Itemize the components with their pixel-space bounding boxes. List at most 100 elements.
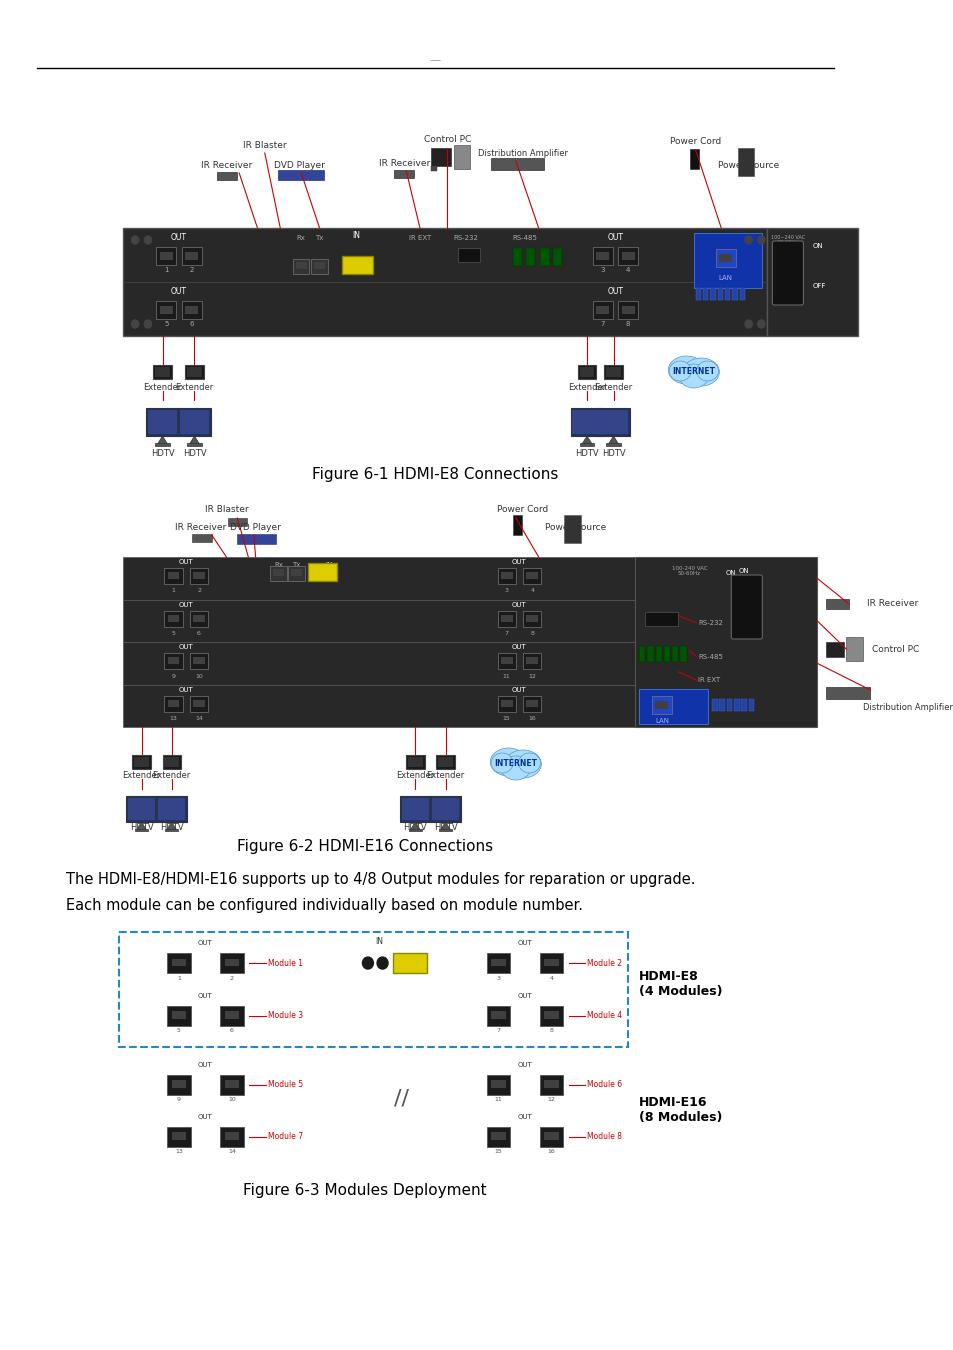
Bar xyxy=(185,251,198,259)
Text: 6: 6 xyxy=(190,321,193,327)
Text: INTERNET: INTERNET xyxy=(672,367,715,377)
Bar xyxy=(651,697,671,714)
Bar xyxy=(193,699,205,707)
Text: HDTV: HDTV xyxy=(601,450,624,459)
Bar xyxy=(126,796,157,822)
Text: OUT: OUT xyxy=(198,940,213,946)
Text: Power Source: Power Source xyxy=(544,522,605,532)
Bar xyxy=(748,699,753,711)
Bar xyxy=(167,1006,191,1026)
Bar xyxy=(132,755,151,770)
Ellipse shape xyxy=(682,358,719,386)
Bar xyxy=(431,166,436,171)
Polygon shape xyxy=(136,822,146,829)
Bar xyxy=(710,288,715,300)
Text: Rx: Rx xyxy=(296,235,305,242)
Bar xyxy=(513,514,521,535)
Polygon shape xyxy=(157,436,168,444)
Ellipse shape xyxy=(668,360,690,381)
Bar xyxy=(540,248,549,266)
Text: Extender: Extender xyxy=(395,771,434,779)
Circle shape xyxy=(144,236,152,244)
Bar xyxy=(671,647,678,663)
Bar xyxy=(647,647,653,663)
Bar xyxy=(695,288,700,300)
Text: IR Receiver: IR Receiver xyxy=(200,161,252,170)
Bar xyxy=(167,1075,191,1095)
Bar xyxy=(399,796,431,822)
Bar xyxy=(497,610,516,626)
Bar xyxy=(295,262,306,269)
Text: Module 8: Module 8 xyxy=(586,1133,621,1141)
Bar xyxy=(553,248,562,266)
Bar xyxy=(605,367,620,377)
Circle shape xyxy=(376,957,388,969)
Bar xyxy=(621,305,634,313)
Text: Tx: Tx xyxy=(315,235,323,242)
Text: Extender: Extender xyxy=(426,771,464,779)
Text: HDTV: HDTV xyxy=(182,450,206,459)
Bar xyxy=(225,958,239,967)
Bar xyxy=(172,1080,186,1088)
Text: ON: ON xyxy=(812,243,822,248)
Text: 2: 2 xyxy=(197,589,201,594)
Circle shape xyxy=(132,236,138,244)
Bar xyxy=(526,572,537,579)
Text: 8: 8 xyxy=(530,630,534,636)
Bar xyxy=(436,755,455,770)
Bar xyxy=(291,570,302,576)
Circle shape xyxy=(362,957,373,969)
Bar xyxy=(592,247,612,265)
Bar xyxy=(724,288,730,300)
Text: OUT: OUT xyxy=(517,1062,532,1068)
Bar xyxy=(618,301,638,319)
Bar xyxy=(190,568,208,585)
Text: 3: 3 xyxy=(504,589,508,594)
Bar xyxy=(570,408,603,436)
Text: HDTV: HDTV xyxy=(403,822,427,832)
Bar xyxy=(123,558,634,599)
Text: Module 7: Module 7 xyxy=(267,1133,302,1141)
Text: Module 2: Module 2 xyxy=(586,958,621,968)
Bar xyxy=(181,301,201,319)
Bar xyxy=(825,687,876,699)
Text: IN: IN xyxy=(375,937,382,946)
Bar xyxy=(491,1011,505,1019)
Text: Control PC: Control PC xyxy=(423,135,471,144)
Bar xyxy=(156,247,176,265)
Text: OUT: OUT xyxy=(178,687,193,693)
Bar xyxy=(220,1127,244,1146)
Text: RS-485: RS-485 xyxy=(698,653,722,660)
Bar xyxy=(168,699,179,707)
Text: 16: 16 xyxy=(547,1149,555,1154)
Text: 5: 5 xyxy=(172,630,175,636)
Text: 100~240 VAC
50-60Hz: 100~240 VAC 50-60Hz xyxy=(770,235,804,246)
Bar xyxy=(513,248,521,266)
Circle shape xyxy=(744,236,752,244)
Text: 4: 4 xyxy=(549,976,553,980)
Text: 8: 8 xyxy=(625,321,630,327)
Text: 5: 5 xyxy=(164,321,168,327)
Bar xyxy=(500,572,512,579)
Bar xyxy=(148,410,177,433)
Bar xyxy=(544,1133,558,1139)
Bar xyxy=(457,248,479,262)
Bar xyxy=(604,364,622,379)
Bar xyxy=(578,364,596,379)
Bar xyxy=(164,695,182,711)
Bar xyxy=(273,570,283,576)
Bar xyxy=(522,653,540,670)
Text: Power Cord: Power Cord xyxy=(497,505,547,514)
Bar xyxy=(522,568,540,585)
Bar xyxy=(128,798,155,819)
Ellipse shape xyxy=(491,753,513,774)
Text: 3: 3 xyxy=(496,976,500,980)
Text: Figure 6-2 HDMI-E16 Connections: Figure 6-2 HDMI-E16 Connections xyxy=(237,840,493,855)
Bar xyxy=(563,514,580,543)
Bar xyxy=(572,410,601,433)
Bar xyxy=(715,248,735,267)
Text: OUT: OUT xyxy=(171,288,187,297)
Text: OUT: OUT xyxy=(171,234,187,243)
Text: OUT: OUT xyxy=(517,994,532,999)
Polygon shape xyxy=(581,436,592,444)
